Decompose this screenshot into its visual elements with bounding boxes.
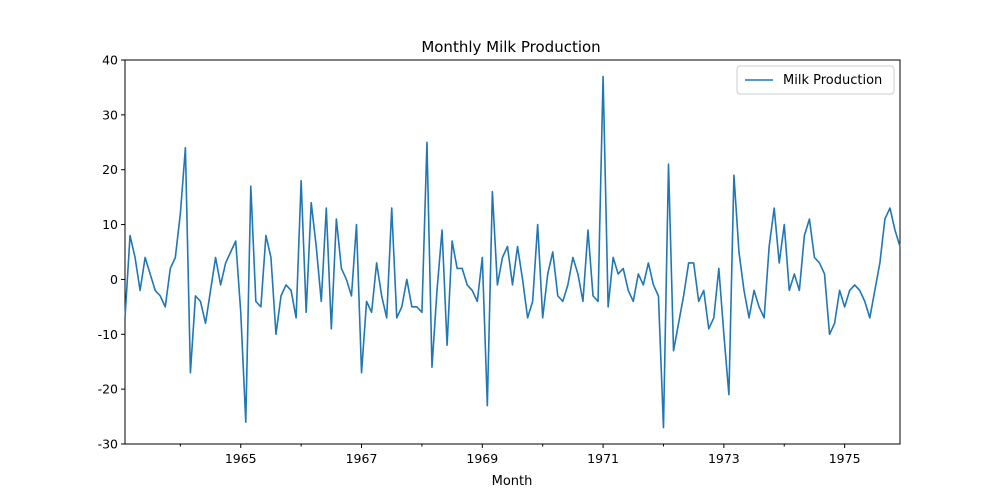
x-tick-label: 1965 <box>225 451 257 466</box>
x-axis-label: Month <box>492 474 533 489</box>
legend-label-milk-production: Milk Production <box>783 73 882 88</box>
y-tick-label: 0 <box>110 272 118 287</box>
y-axis: -30 -20 -10 0 10 20 30 40 <box>98 53 125 452</box>
x-tick-label: 1971 <box>587 451 619 466</box>
y-tick-label: 20 <box>102 162 118 177</box>
legend-box <box>736 65 895 95</box>
y-tick-label: -30 <box>98 437 118 452</box>
y-tick-label: -10 <box>98 327 118 342</box>
chart-title: Monthly Milk Production <box>421 38 600 56</box>
y-tick-label: 30 <box>102 107 118 122</box>
plot-frame <box>124 59 901 445</box>
x-tick-label: 1969 <box>466 451 498 466</box>
legend: Milk Production <box>736 65 895 95</box>
x-tick-label: 1975 <box>829 451 861 466</box>
x-tick-label: 1967 <box>346 451 378 466</box>
y-tick-label: -20 <box>98 382 118 397</box>
x-axis: 1965 1967 1969 1971 1973 1975 <box>179 444 861 466</box>
x-tick-label: 1973 <box>708 451 740 466</box>
y-tick-label: 10 <box>102 217 118 232</box>
series-line-milk-production <box>124 75 901 429</box>
y-tick-label: 40 <box>102 53 118 68</box>
